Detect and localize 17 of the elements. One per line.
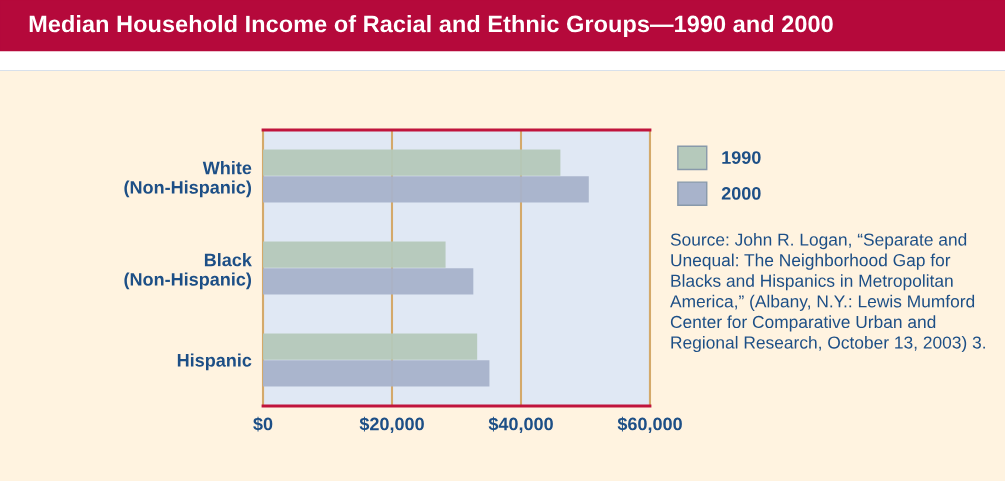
bar [263, 268, 474, 295]
x-tick-label: $60,000 [617, 416, 682, 433]
chart-title: Median Household Income of Racial and Ethnic Groups—1990 and 2000 [29, 15, 833, 37]
x-tick-label: $40,000 [488, 416, 553, 433]
bar [263, 149, 561, 176]
bar [263, 360, 490, 387]
legend-label: 1990 [722, 151, 761, 164]
legend-label: 2000 [721, 187, 761, 200]
x-tick-label: $0 [253, 416, 273, 432]
source-note: Source: John R. Logan, “Separate and Unequal: The Neighborhood Gap for Blacks and Hispanics in Metropolitan America,” (Albany, N.Y.: Lewis Mumford Center for Comparative Urban and Regional Research, October 13, 2003) 3. [670, 233, 985, 353]
y-tick-label: White (Non-Hispanic) [124, 161, 252, 198]
y-tick-label: Hispanic [177, 353, 252, 371]
x-tick-label: $20,000 [359, 416, 424, 433]
y-tick-label: Black (Non-Hispanic) [124, 253, 252, 290]
bar [263, 176, 589, 203]
bar [263, 333, 478, 360]
bar [263, 241, 446, 268]
